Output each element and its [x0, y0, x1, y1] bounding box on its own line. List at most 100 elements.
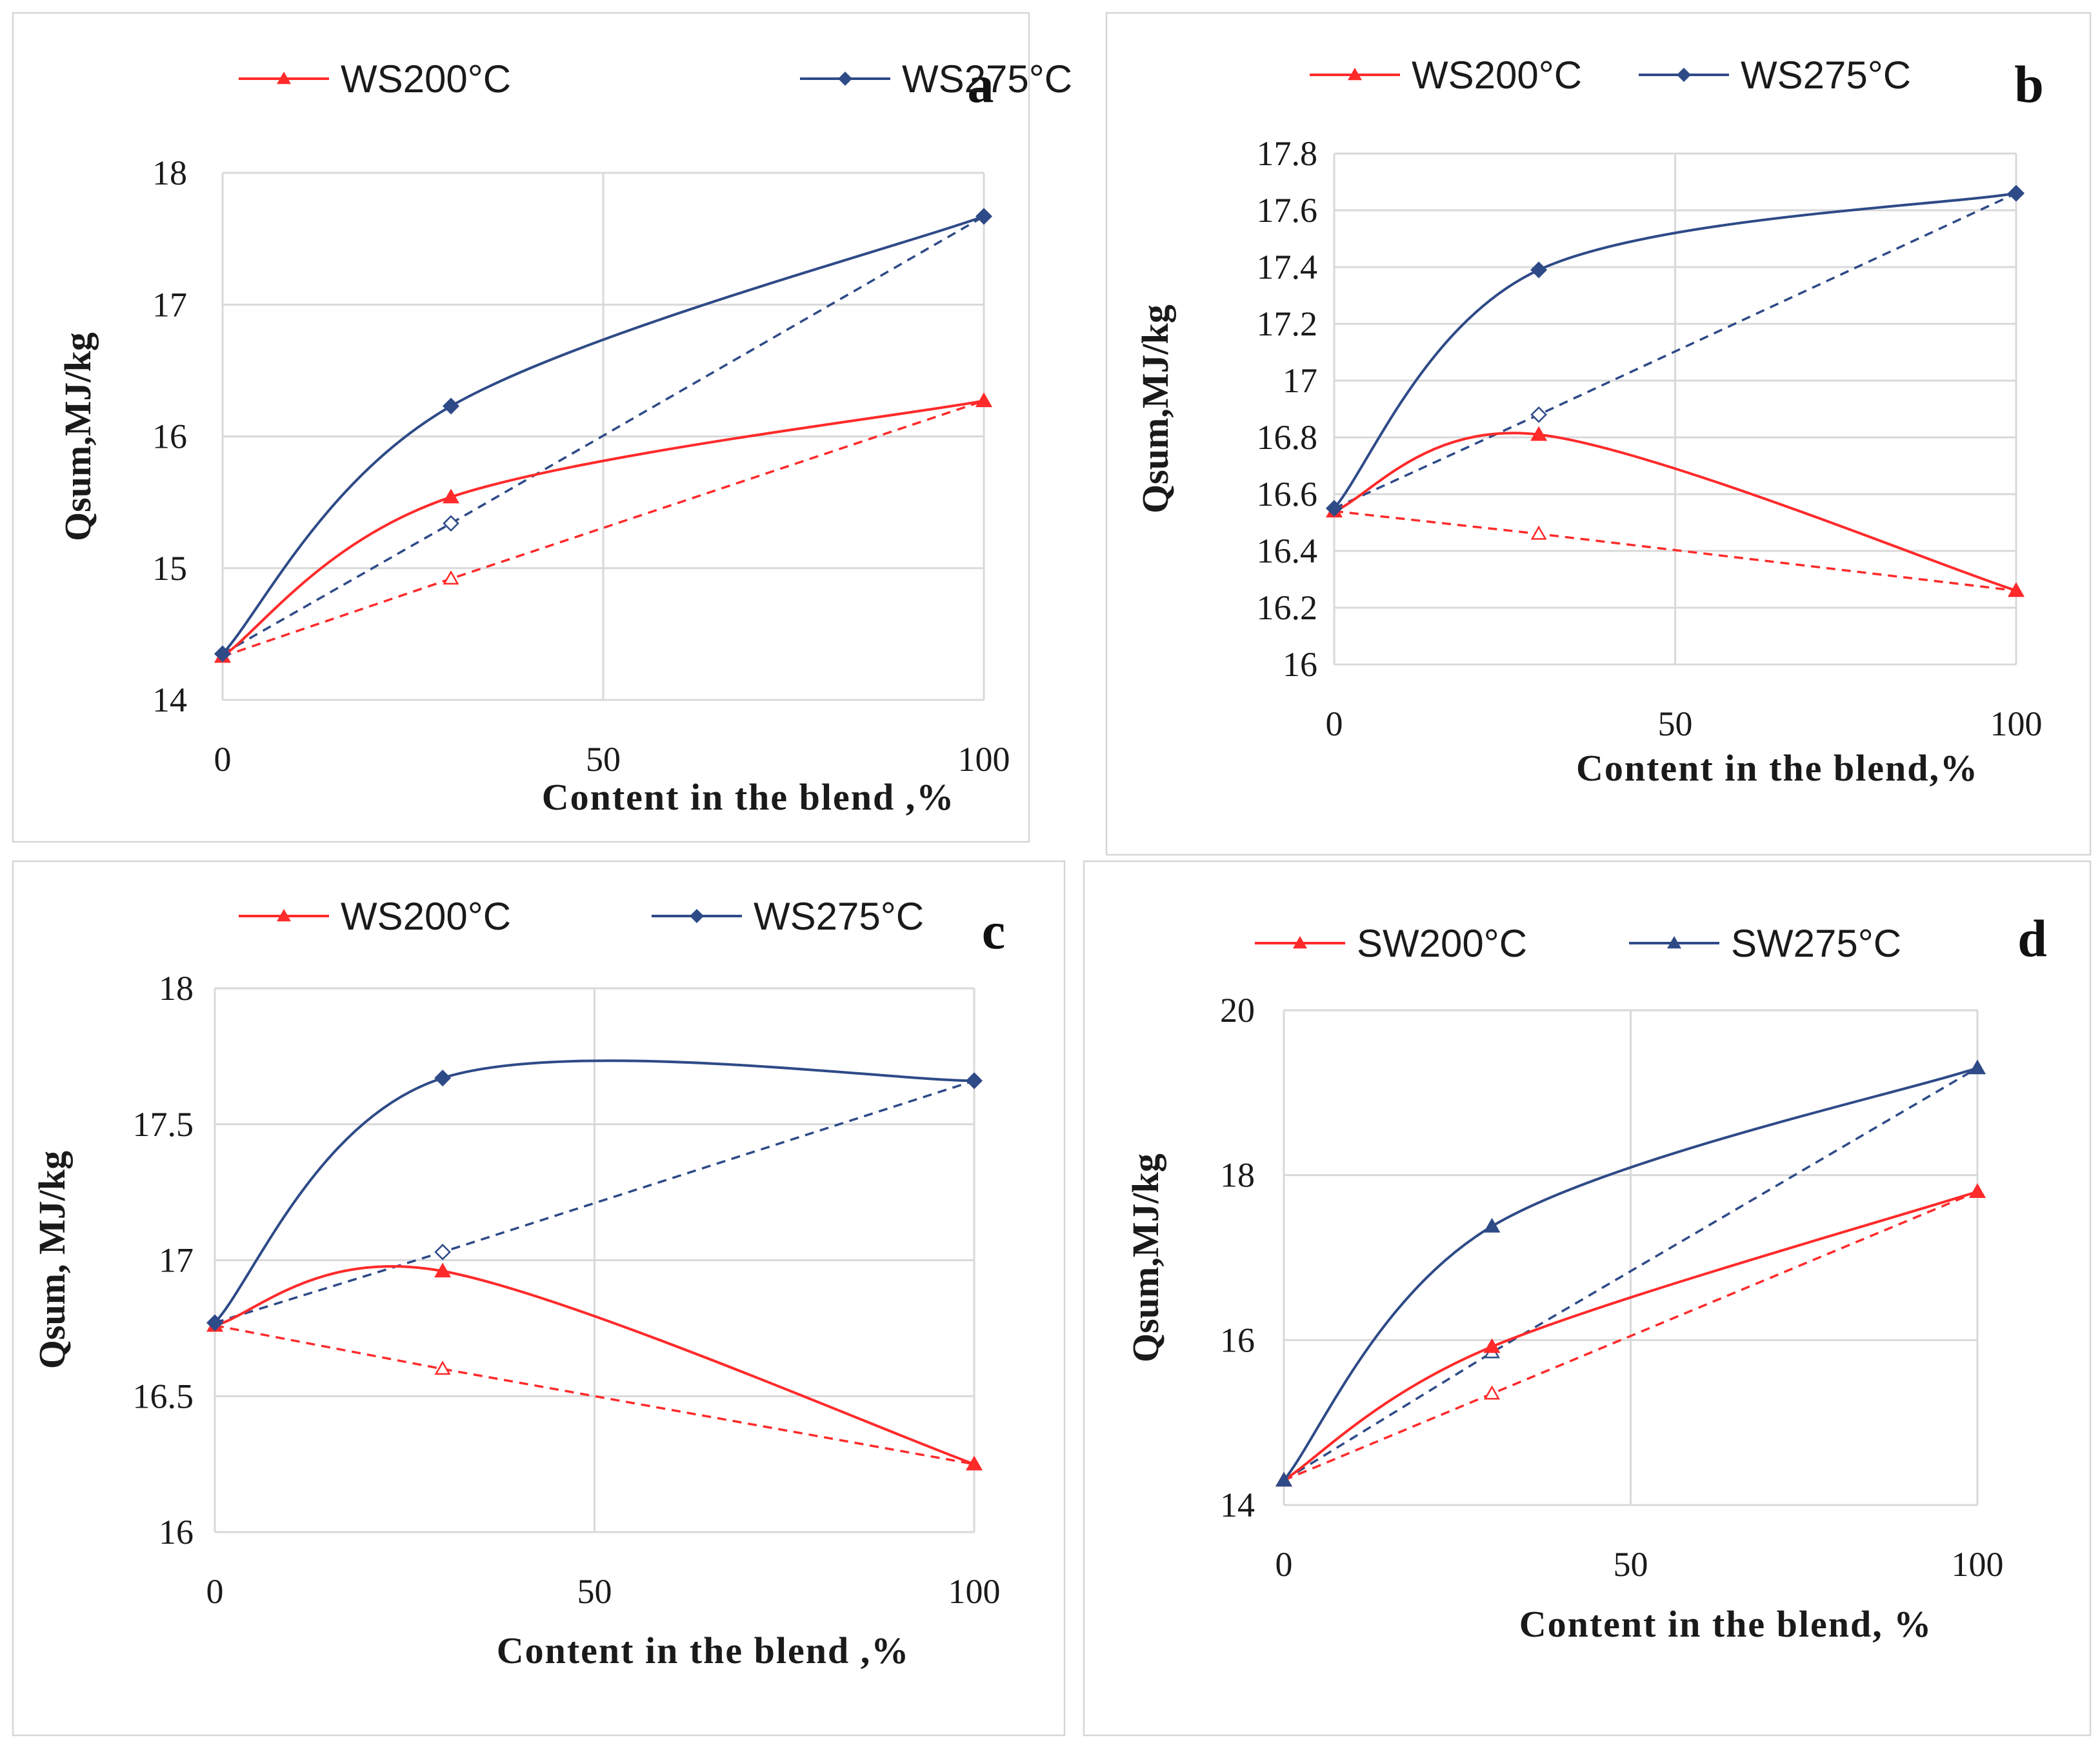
legend-entry: WS275°C	[652, 895, 924, 938]
y-tick-label: 16	[159, 1513, 194, 1551]
legend-label: WS200°C	[1412, 54, 1582, 97]
panel-letter: c	[982, 901, 1005, 960]
series-line-dashed	[1283, 1066, 1978, 1482]
legend-marker	[838, 72, 852, 86]
y-tick-label: 16.2	[1257, 588, 1318, 627]
data-point	[1530, 525, 1547, 540]
x-tick-label: 100	[958, 740, 1010, 779]
data-point	[2008, 184, 2025, 202]
legend-marker	[690, 909, 704, 923]
series-line-smooth	[221, 399, 985, 658]
data-point	[975, 208, 992, 225]
x-axis-label: Content in the blend,%	[1576, 747, 1979, 789]
panel-frame	[12, 12, 1030, 843]
data-point	[443, 515, 459, 532]
legend-marker	[277, 72, 291, 85]
legend-label: WS275°C	[1741, 54, 1911, 97]
panel-letter: a	[968, 55, 994, 114]
x-tick-label: 50	[577, 1572, 612, 1611]
y-tick-label: 16	[1283, 645, 1317, 684]
data-point	[1969, 1059, 1986, 1075]
y-tick-label: 14	[1220, 1486, 1255, 1524]
legend-label: WS275°C	[754, 895, 924, 938]
series-ws275-c	[206, 1059, 983, 1331]
series-line-smooth	[214, 1059, 975, 1324]
y-tick-label: 15	[152, 549, 187, 588]
data-point	[434, 1262, 452, 1278]
x-tick-label: 0	[1275, 1545, 1293, 1584]
y-axis-label: Qsum, MJ/kg	[31, 1151, 73, 1369]
data-point	[443, 488, 459, 504]
legend-entry: WS200°C	[239, 57, 511, 101]
series-sw275-c	[1275, 1059, 1986, 1487]
data-point	[2008, 582, 2025, 597]
data-point	[1530, 426, 1548, 441]
x-tick-label: 0	[206, 1572, 224, 1611]
y-axis-label: Qsum,MJ/kg	[1125, 1153, 1166, 1362]
series-ws275-c	[1326, 184, 2025, 517]
legend-label: SW275°C	[1731, 922, 1901, 965]
legend-label: SW200°C	[1357, 922, 1527, 965]
data-point	[1275, 1471, 1292, 1487]
series-line-smooth	[1334, 432, 2017, 592]
panel-frame	[1083, 860, 2092, 1737]
series-line-dashed	[214, 1324, 975, 1466]
x-tick-label: 0	[214, 740, 232, 779]
data-point	[214, 645, 231, 663]
series-line-smooth	[1283, 1066, 1978, 1481]
data-point	[443, 397, 459, 415]
y-tick-label: 18	[152, 154, 187, 192]
y-tick-label: 17.4	[1257, 248, 1318, 286]
y-tick-label: 16.8	[1257, 418, 1318, 457]
y-tick-label: 18	[159, 969, 194, 1008]
panel-letter: b	[2014, 55, 2044, 114]
data-point	[1326, 500, 1343, 517]
chart-panel-b: 16 16.2 16.4 16.6 16.8 17 17.2 17.4 17.6 17.8 0 50 1…	[1105, 12, 2092, 856]
x-axis-label: Content in the blend ,%	[542, 776, 955, 818]
data-point	[434, 1361, 451, 1375]
y-tick-label: 17.2	[1257, 304, 1318, 343]
series-ws200-c	[214, 392, 992, 663]
data-point	[1530, 406, 1547, 423]
legend-marker	[1677, 68, 1691, 82]
x-tick-label: 50	[1614, 1545, 1648, 1584]
x-axis-label: Content in the blend, %	[1519, 1603, 1933, 1645]
data-point	[966, 1072, 983, 1090]
y-tick-label: 16.6	[1257, 475, 1318, 514]
y-axis-label: Qsum,MJ/kg	[57, 332, 99, 541]
legend-marker	[1293, 936, 1307, 949]
x-tick-label: 50	[1658, 704, 1693, 743]
chart-panel-d: 14 16 18 20 0 50 100 Content in the blend, % Qsu…	[1083, 860, 2092, 1737]
data-point	[206, 1314, 223, 1331]
series-line-smooth	[1333, 192, 2017, 510]
y-tick-label: 16.5	[133, 1377, 194, 1415]
data-point	[966, 1455, 983, 1471]
series-line-dashed	[222, 215, 985, 655]
x-tick-label: 100	[1952, 1545, 2004, 1584]
data-point	[434, 1070, 452, 1087]
y-tick-label: 17	[1283, 361, 1317, 400]
y-tick-label: 17.8	[1257, 134, 1318, 173]
data-point	[1483, 1217, 1501, 1233]
panel-frame	[1105, 12, 2092, 856]
series-line-smooth	[214, 1265, 975, 1466]
series-line-smooth	[221, 215, 985, 655]
y-tick-label: 17	[152, 285, 187, 324]
panel-letter: d	[2017, 909, 2047, 968]
y-tick-label: 20	[1220, 991, 1255, 1030]
data-point	[1483, 1385, 1501, 1400]
data-point	[443, 570, 459, 585]
data-point	[1483, 1338, 1501, 1353]
y-tick-label: 17	[159, 1241, 194, 1280]
y-tick-label: 16.4	[1257, 532, 1318, 570]
legend-label: WS200°C	[341, 895, 511, 938]
x-tick-label: 50	[586, 740, 621, 779]
x-tick-label: 0	[1326, 704, 1343, 743]
y-axis-label: Qsum,MJ/kg	[1134, 304, 1176, 514]
data-point	[1530, 261, 1548, 279]
series-line-smooth	[1283, 1190, 1978, 1482]
legend-entry: WS275°C	[1639, 54, 1911, 97]
x-tick-label: 100	[1990, 704, 2043, 743]
